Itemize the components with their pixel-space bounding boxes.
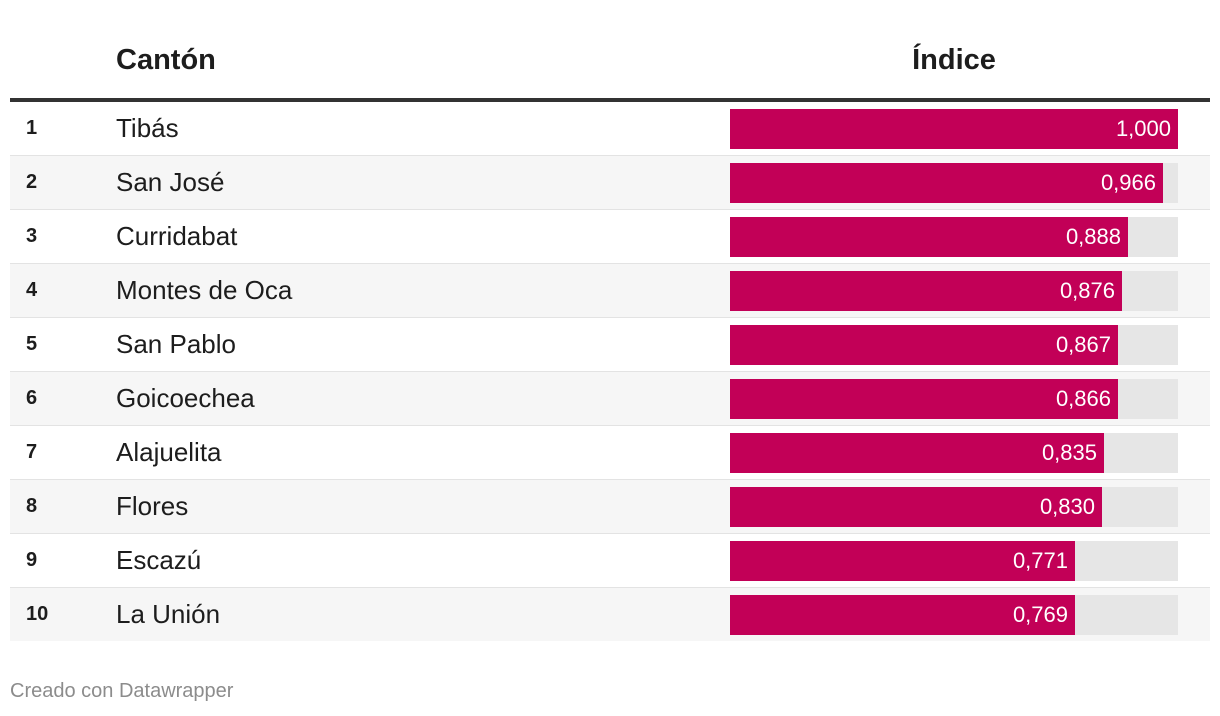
canton-name: La Unión (116, 599, 221, 629)
index-bar: 0,769 (730, 595, 1075, 635)
index-bar: 0,876 (730, 271, 1122, 311)
index-value-label: 0,867 (1055, 332, 1111, 357)
rank-number: 1 (26, 117, 38, 139)
table-header: Cantón Índice (10, 30, 1210, 102)
index-bar: 0,771 (730, 541, 1075, 581)
index-value-label: 0,769 (1012, 602, 1068, 627)
index-bar-track: 0,966 (730, 163, 1178, 203)
index-value-label: 0,888 (1065, 224, 1121, 249)
rank-number: 8 (26, 495, 38, 517)
index-bar: 0,888 (730, 217, 1128, 257)
index-bar-track: 1,000 (730, 109, 1178, 149)
index-value-label: 0,866 (1055, 386, 1111, 411)
index-bar-track: 0,888 (730, 217, 1178, 257)
canton-name: Flores (116, 491, 189, 521)
canton-name: Tibás (116, 113, 179, 143)
table-row: 7 Alajuelita 0,835 (10, 426, 1210, 480)
index-bar: 0,830 (730, 487, 1102, 527)
index-bar: 0,866 (730, 379, 1118, 419)
index-bar-track: 0,830 (730, 487, 1178, 527)
index-bar-track: 0,769 (730, 595, 1178, 635)
column-header-canton: Cantón (116, 44, 216, 76)
rank-number: 9 (26, 549, 38, 571)
table-row: 8 Flores 0,830 (10, 480, 1210, 534)
index-value-label: 1,000 (1115, 116, 1171, 141)
index-value-label: 0,966 (1100, 170, 1156, 195)
canton-name: Alajuelita (116, 437, 222, 467)
index-bar-track: 0,866 (730, 379, 1178, 419)
ranking-table: Cantón Índice 1 Tibás 1,000 2 San José 0,966 3… (10, 30, 1210, 641)
table-row: 6 Goicoechea 0,866 (10, 372, 1210, 426)
table-row: 2 San José 0,966 (10, 156, 1210, 210)
canton-name: San José (116, 167, 225, 197)
table-row: 4 Montes de Oca 0,876 (10, 264, 1210, 318)
rank-number: 6 (26, 387, 38, 409)
table-row: 1 Tibás 1,000 (10, 102, 1210, 156)
index-bar: 1,000 (730, 109, 1178, 149)
table-row: 10 La Unión 0,769 (10, 588, 1210, 641)
index-value-label: 0,876 (1059, 278, 1115, 303)
canton-name: Curridabat (116, 221, 238, 251)
rank-number: 5 (26, 333, 38, 355)
index-bar-track: 0,835 (730, 433, 1178, 473)
canton-name: Montes de Oca (116, 275, 293, 305)
index-value-label: 0,835 (1041, 440, 1097, 465)
rank-number: 3 (26, 225, 38, 247)
rank-number: 10 (26, 603, 49, 625)
index-bar: 0,966 (730, 163, 1163, 203)
rank-number: 4 (26, 279, 38, 301)
index-bar-track: 0,771 (730, 541, 1178, 581)
rank-number: 7 (26, 441, 38, 463)
index-bar-track: 0,876 (730, 271, 1178, 311)
index-bar: 0,867 (730, 325, 1118, 365)
canton-name: Escazú (116, 545, 202, 575)
table-body: 1 Tibás 1,000 2 San José 0,966 3 Curridabat 0,88… (10, 102, 1210, 641)
footer-credit: Creado con Datawrapper (10, 680, 234, 702)
table-row: 9 Escazú 0,771 (10, 534, 1210, 588)
index-bar-track: 0,867 (730, 325, 1178, 365)
table-row: 5 San Pablo 0,867 (10, 318, 1210, 372)
table-row: 3 Curridabat 0,888 (10, 210, 1210, 264)
rank-number: 2 (26, 171, 38, 193)
column-header-indice: Índice (912, 44, 996, 76)
index-value-label: 0,771 (1012, 548, 1068, 573)
index-bar: 0,835 (730, 433, 1104, 473)
canton-name: Goicoechea (116, 383, 255, 413)
canton-name: San Pablo (116, 329, 236, 359)
index-value-label: 0,830 (1039, 494, 1095, 519)
